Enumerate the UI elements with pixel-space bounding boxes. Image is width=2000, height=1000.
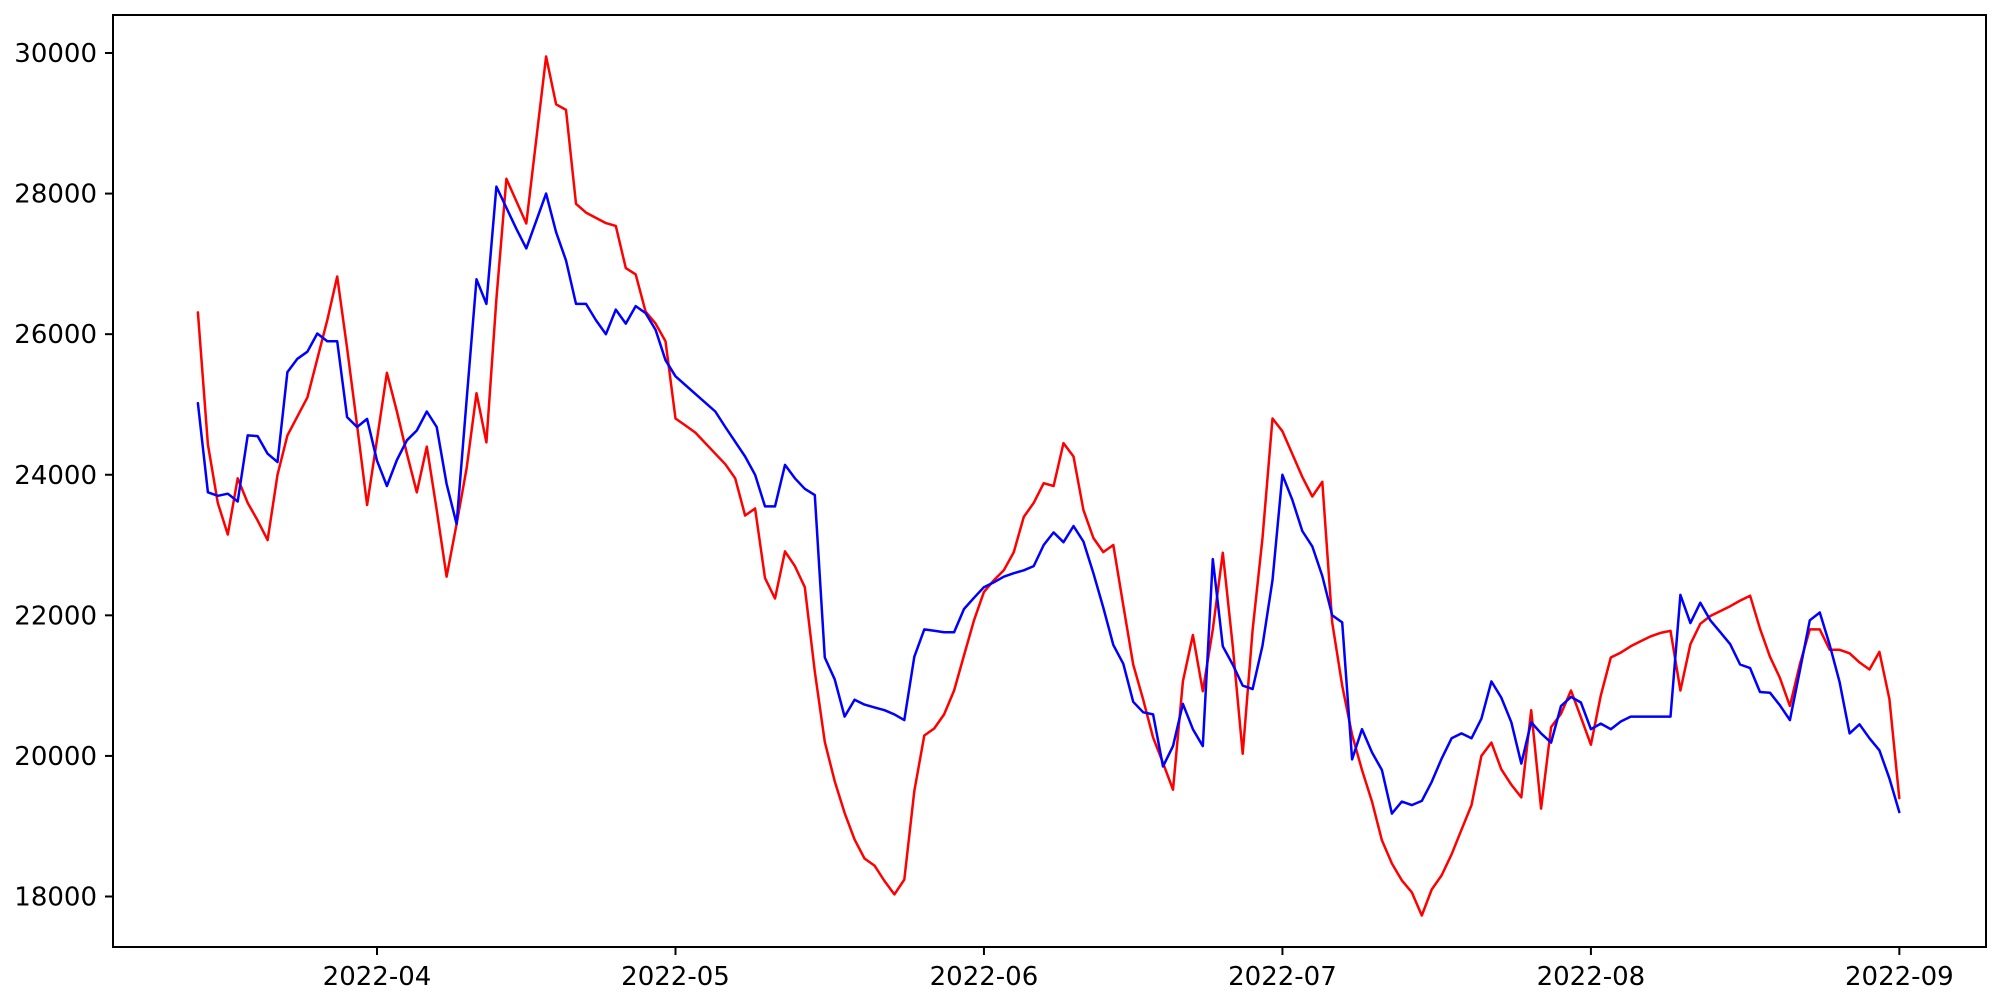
- y-axis-tick-label: 22000: [14, 601, 97, 631]
- y-axis-tick-label: 24000: [14, 461, 97, 491]
- x-axis-tick-label: 2022-05: [621, 962, 730, 992]
- chart-frame: [112, 14, 1987, 948]
- y-axis-tick-label: 26000: [14, 320, 97, 350]
- y-axis-tick-label: 30000: [14, 39, 97, 69]
- y-axis-tick-label: 20000: [14, 742, 97, 772]
- y-axis-tick-label: 28000: [14, 180, 97, 210]
- x-axis-tick-label: 2022-04: [323, 962, 432, 992]
- red-line: [196, 55, 1901, 917]
- x-axis-tick-label: 2022-09: [1845, 962, 1954, 992]
- x-axis-tick-label: 2022-08: [1537, 962, 1646, 992]
- blue-line: [196, 185, 1901, 815]
- y-axis-tick-label: 18000: [14, 883, 97, 913]
- x-axis-tick-label: 2022-06: [930, 962, 1039, 992]
- x-axis-tick-label: 2022-07: [1228, 962, 1337, 992]
